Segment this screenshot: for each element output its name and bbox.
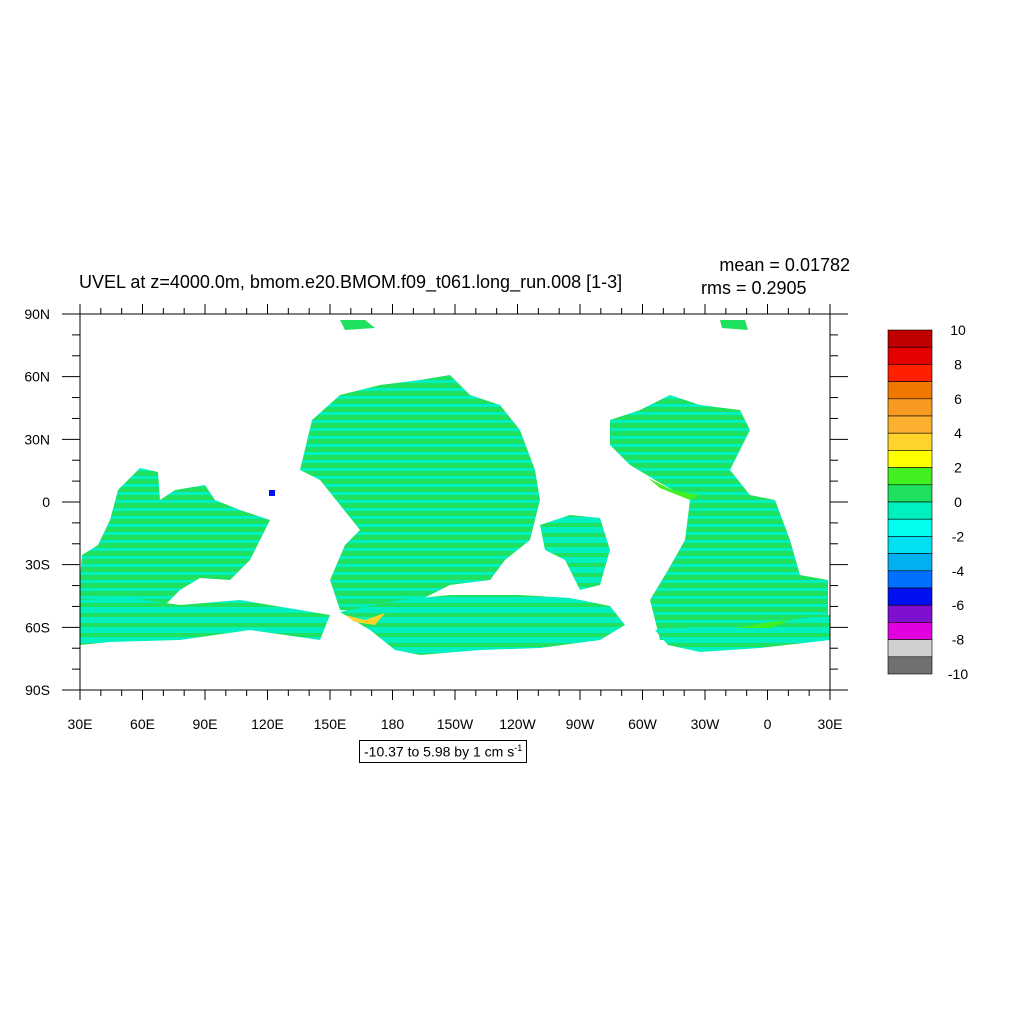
equatorial-jet: [648, 478, 700, 500]
x-tick-label: 90W: [566, 716, 596, 732]
colorbar-swatch: [887, 570, 933, 589]
y-tick-label: 30S: [25, 557, 50, 573]
arctic-patch-b: [720, 320, 748, 330]
y-tick-label: 90S: [25, 682, 50, 698]
colorbar-swatch: [887, 656, 933, 675]
ocean-field: [80, 320, 830, 655]
colorbar-swatch: [887, 450, 933, 468]
x-tick-label: 150W: [437, 716, 474, 732]
colorbar-label: 2: [954, 460, 962, 476]
colorbar-label: 10: [950, 322, 966, 338]
contour-range-box: -10.37 to 5.98 by 1 cm s-1: [359, 740, 528, 763]
x-tick-label: 30E: [818, 716, 843, 732]
south-atlantic-band: [655, 615, 830, 652]
plot-title: UVEL at z=4000.0m, bmom.e20.BMOM.f09_t06…: [79, 272, 623, 292]
colorbar-swatch: [887, 398, 933, 417]
range-unit-exponent: -1: [514, 743, 523, 753]
colorbar-label: -2: [952, 528, 965, 544]
colorbar-label: -4: [952, 563, 965, 579]
indian-ocean-region: [80, 468, 270, 640]
y-axis-labels: 90N 60N 30N 0 30S 60S 90S: [24, 306, 50, 698]
colorbar-swatch: [887, 622, 933, 640]
southern-ocean-central: [340, 595, 625, 655]
y-tick-label: 60S: [25, 619, 50, 635]
colorbar-labels: 10 8 6 4 2 0 -2 -4 -6 -8 -10: [948, 322, 968, 682]
colorbar-swatch: [887, 587, 933, 606]
x-tick-label: 150E: [314, 716, 347, 732]
y-tick-label: 60N: [24, 369, 50, 385]
south-pacific-basin: [540, 515, 610, 590]
colorbar-swatch: [887, 501, 933, 520]
colorbar-label: 6: [954, 391, 962, 407]
colorbar-swatch: [887, 639, 933, 658]
rms-value: rms = 0.2905: [701, 278, 807, 298]
x-tick-label: 30E: [68, 716, 93, 732]
colorbar-swatch: [887, 329, 933, 348]
colorbar-swatch: [887, 536, 933, 554]
colorbar-label: 0: [954, 494, 962, 510]
colorbar-swatch: [887, 381, 933, 400]
arctic-patch-a: [340, 320, 375, 330]
colorbar-swatch: [887, 518, 933, 537]
colorbar-swatch: [887, 484, 933, 503]
x-tick-label: 90E: [193, 716, 218, 732]
y-tick-label: 30N: [24, 431, 50, 447]
colorbar: [887, 329, 933, 675]
y-tick-label: 90N: [24, 306, 50, 322]
southern-ocean-west: [80, 598, 330, 645]
x-tick-label: 30W: [691, 716, 721, 732]
colorbar-label: 8: [954, 356, 962, 372]
colorbar-swatch: [887, 432, 933, 451]
y-tick-label: 0: [42, 494, 50, 510]
colorbar-swatch: [887, 364, 933, 382]
colorbar-label: 4: [954, 425, 962, 441]
axis-ticks: [62, 304, 848, 700]
colorbar-swatch: [887, 415, 933, 434]
colorbar-label: -6: [952, 597, 965, 613]
colorbar-swatch: [887, 604, 933, 623]
acc-strong-band-b: [735, 620, 790, 628]
x-tick-label: 120E: [251, 716, 284, 732]
pacific-region: [300, 375, 540, 612]
mean-value: mean = 0.01782: [719, 255, 850, 275]
atlantic-region: [610, 395, 828, 640]
x-axis-labels: 30E 60E 90E 120E 150E 180 150W 120W 90W 60W 30W 0 30…: [68, 716, 843, 732]
anomaly-spot: [269, 490, 275, 496]
range-text: -10.37 to 5.98 by 1 cm s: [364, 743, 515, 760]
x-tick-label: 0: [764, 716, 772, 732]
colorbar-label: -8: [952, 632, 965, 648]
colorbar-swatch: [887, 553, 933, 572]
x-tick-label: 180: [381, 716, 405, 732]
acc-strong-band-a: [345, 613, 385, 625]
colorbar-label: -10: [948, 666, 968, 682]
colorbar-swatch: [887, 467, 933, 486]
x-tick-label: 60W: [628, 716, 658, 732]
x-tick-label: 120W: [499, 716, 536, 732]
x-tick-label: 60E: [130, 716, 155, 732]
colorbar-swatch: [887, 346, 933, 365]
